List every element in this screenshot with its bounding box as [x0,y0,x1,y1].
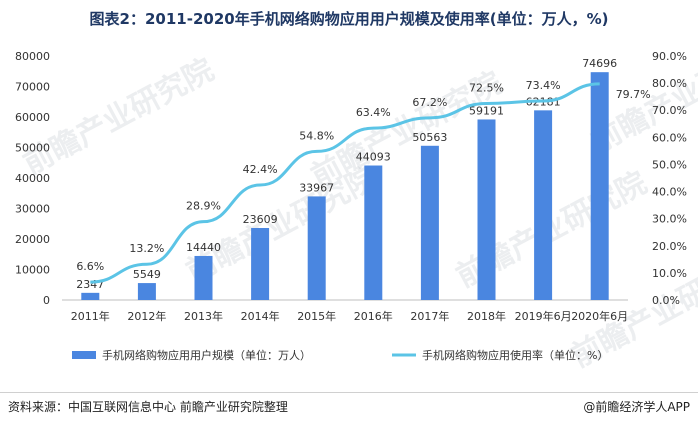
bar [137,283,156,300]
line-value-label: 13.2% [129,242,164,255]
x-axis-tick-label: 2016年 [354,309,393,323]
right-axis-tick-label: 10.0% [652,267,687,280]
bar [307,196,326,300]
footer: 资料来源：中国互联网信息中心 前瞻产业研究院整理 @前瞻经济学人APP [0,392,698,426]
bar-value-label: 74696 [582,57,617,70]
left-axis-tick-label: 10000 [15,264,50,277]
right-axis-tick-label: 60.0% [652,131,687,144]
bar-value-label: 50563 [412,131,447,144]
x-axis-tick-label: 2012年 [127,309,166,323]
right-axis-tick-label: 20.0% [652,240,687,253]
x-axis-tick-label: 2017年 [410,309,449,323]
left-axis-tick-label: 80000 [15,50,50,63]
legend-line-label: 手机网络购物应用使用率（单位：%） [422,348,608,362]
right-axis-tick-label: 40.0% [652,186,687,199]
bar [364,165,383,300]
footer-divider [0,392,698,393]
x-axis-tick-label: 2019年6月 [515,309,572,323]
x-axis-tick-label: 2018年 [467,309,506,323]
right-axis-tick-label: 50.0% [652,158,687,171]
bar [81,292,100,300]
line-value-label: 73.4% [526,79,561,92]
line-value-label: 63.4% [356,106,391,119]
bar-value-label: 23609 [243,213,278,226]
right-axis-tick-label: 30.0% [652,213,687,226]
line-value-label: 67.2% [412,96,447,109]
bar-value-label: 14440 [186,241,221,254]
chart-area: 0 10000 20000 30000 40000 50000 60000 70000 8000… [15,50,687,362]
right-axis-tick-label: 80.0% [652,77,687,90]
left-axis-tick-label: 30000 [15,203,50,216]
x-axis-tick-label: 2013年 [184,309,223,323]
bar [420,145,439,300]
line-value-label: 72.5% [469,81,504,94]
legend-bar-label: 手机网络购物应用用户规模（单位：万人） [102,348,311,362]
line-value-label: 6.6% [76,260,104,273]
bar-value-label: 59191 [469,104,504,117]
usage-rate-line [90,82,600,284]
x-axis-tick-label: 2011年 [71,309,110,323]
left-axis-tick-label: 0 [43,294,50,307]
line-value-label: 28.9% [186,200,221,213]
x-axis-tick-label: 2020年6月 [571,309,628,323]
bar [590,72,609,300]
right-axis-tick-label: 70.0% [652,104,687,117]
right-axis-tick-label: 0.0% [652,294,680,307]
chart-title: 图表2：2011-2020年手机网络购物应用用户规模及使用率(单位：万人，%) [89,10,609,28]
line-value-label: 54.8% [299,129,334,142]
legend-bar-swatch [72,351,96,359]
right-axis-tick-label: 90.0% [652,50,687,63]
line-value-label: 42.4% [243,163,278,176]
left-axis-tick-label: 40000 [15,172,50,185]
x-axis-tick-label: 2014年 [241,309,280,323]
bar [251,227,270,300]
left-axis-tick-label: 50000 [15,142,50,155]
bar-value-label: 44093 [356,151,391,164]
left-axis-tick-label: 20000 [15,233,50,246]
source-text: 资料来源：中国互联网信息中心 前瞻产业研究院整理 [8,400,288,414]
x-axis-tick-label: 2015年 [297,309,336,323]
bar [534,110,553,300]
bar-value-label: 33967 [299,181,334,194]
bar-value-label: 5549 [133,268,161,281]
left-axis-tick-label: 60000 [15,111,50,124]
left-axis-tick-label: 70000 [15,81,50,94]
bar [194,255,213,300]
line-value-label: 79.7% [616,88,651,101]
bar [477,119,496,300]
brand-text: @前瞻经济学人APP [583,400,690,414]
